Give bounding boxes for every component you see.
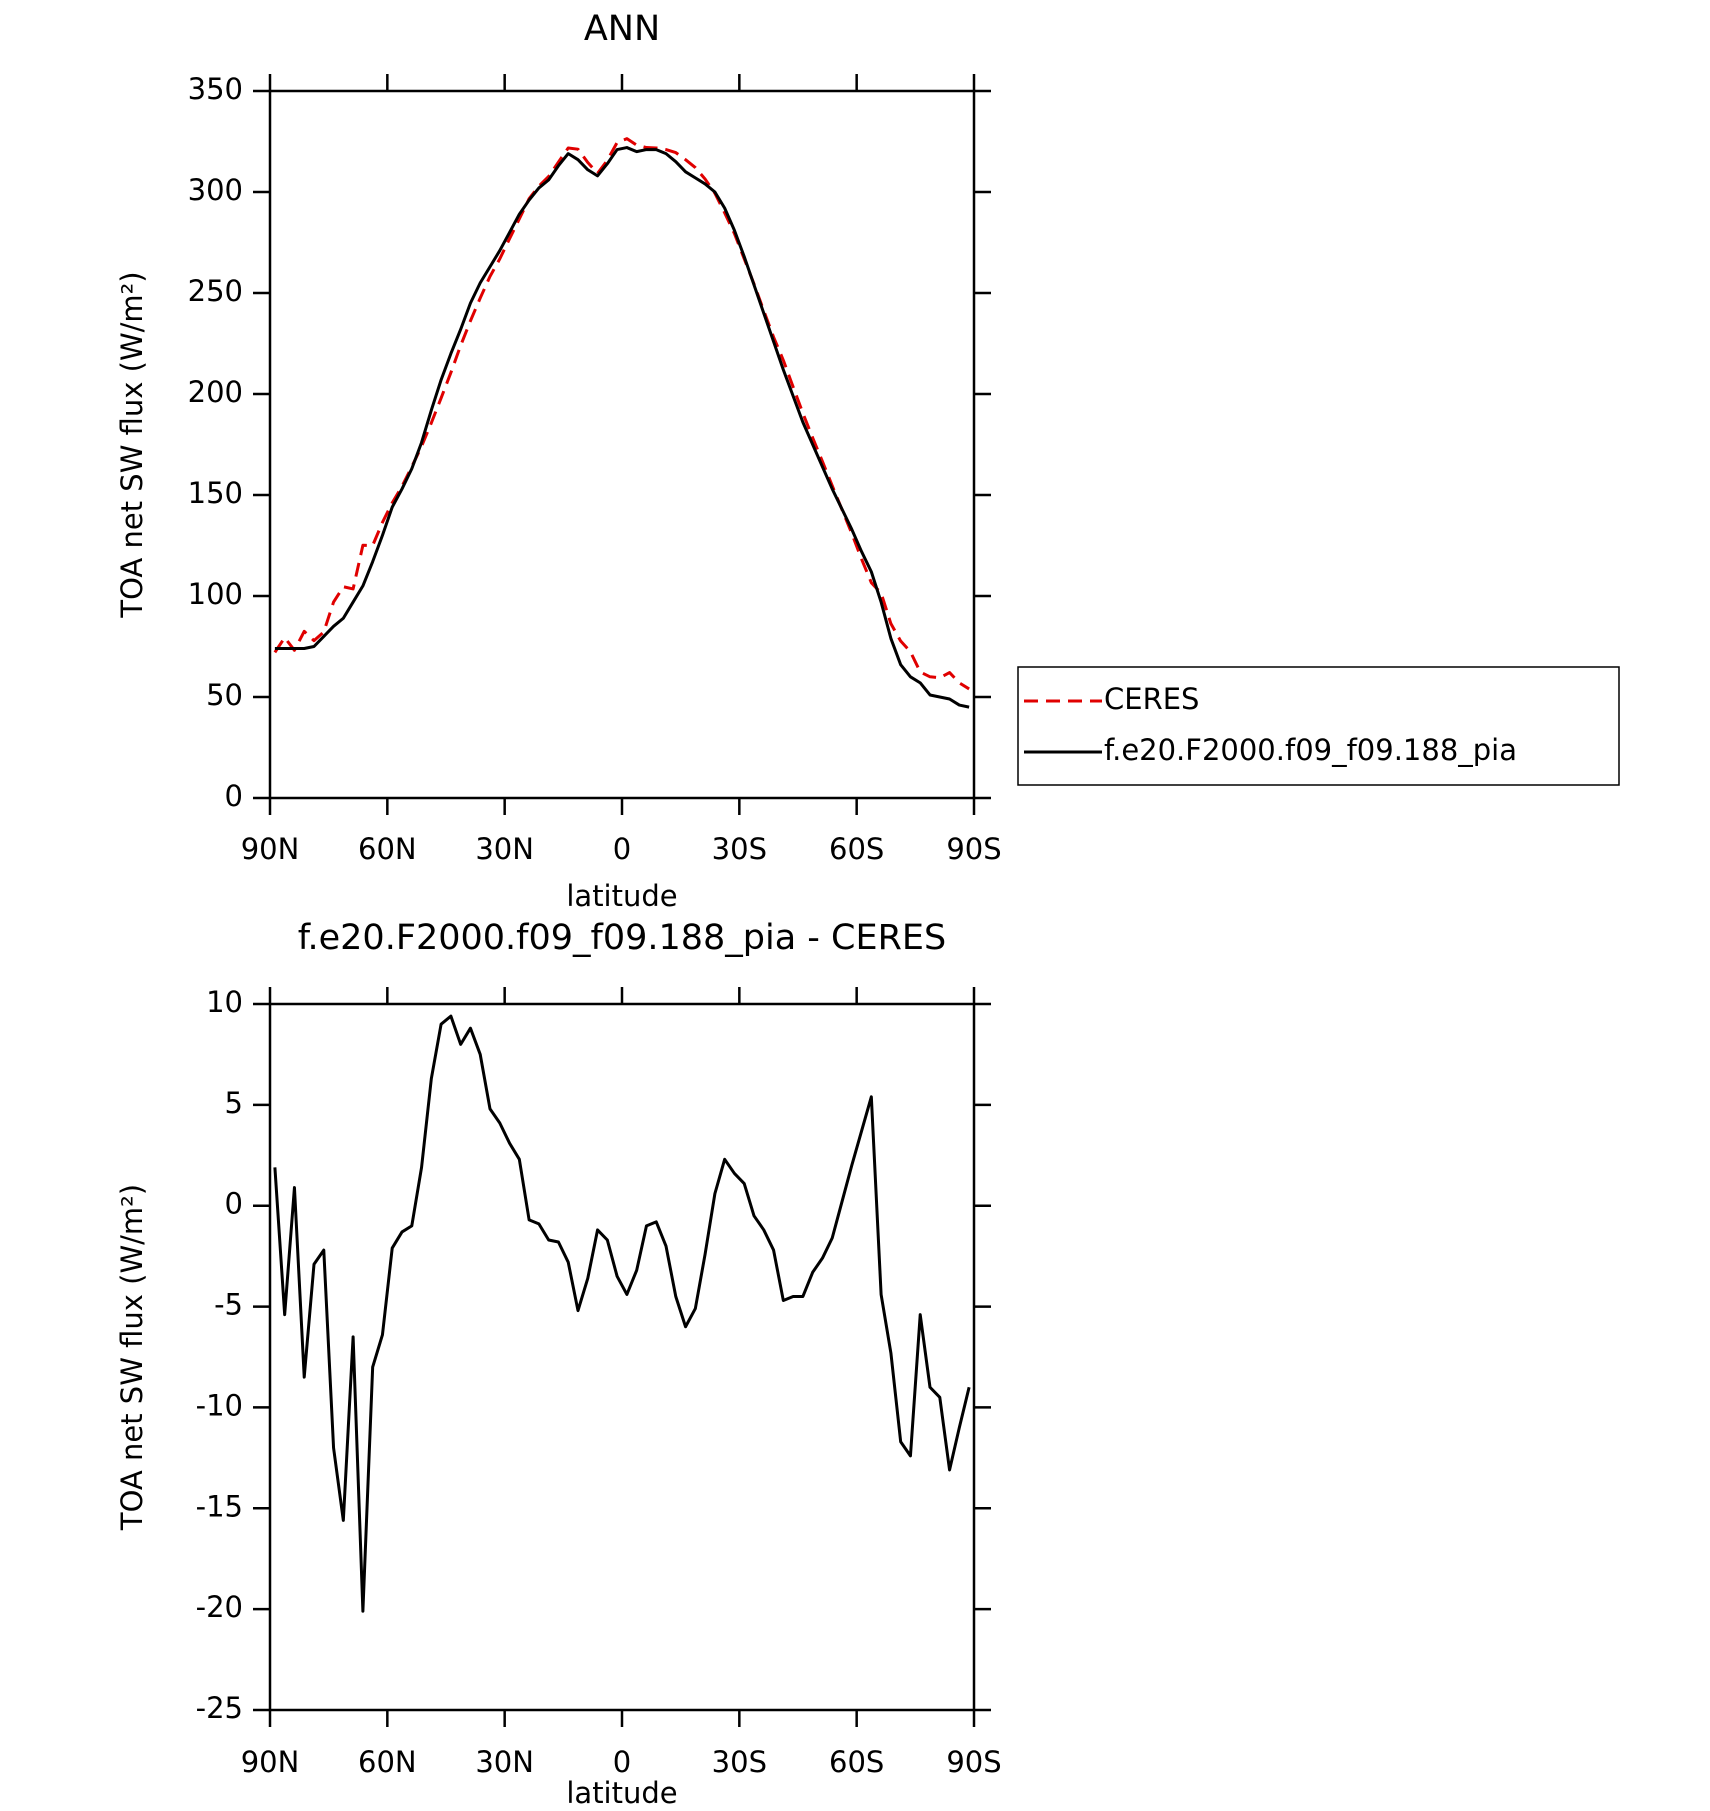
y-tick-label: 200 <box>188 375 243 409</box>
legend-label: CERES <box>1104 682 1199 716</box>
x-tick-label: 60N <box>358 832 417 866</box>
x-tick-label: 90S <box>946 1745 1001 1779</box>
x-tick-label: 60S <box>829 832 884 866</box>
legend-label: f.e20.F2000.f09_f09.188_pia <box>1104 733 1517 767</box>
y-tick-label: -25 <box>196 1691 243 1725</box>
x-tick-label: 90N <box>241 832 300 866</box>
y-tick-label: -15 <box>196 1489 243 1523</box>
y-tick-label: 5 <box>225 1086 243 1120</box>
chart-title: ANN <box>584 9 660 49</box>
y-tick-label: 50 <box>206 678 243 712</box>
x-tick-label: 60S <box>829 1745 884 1779</box>
y-axis-label: TOA net SW flux (W/m²) <box>115 271 149 618</box>
legend-box <box>1017 666 1620 786</box>
x-tick-label: 60N <box>358 1745 417 1779</box>
y-tick-label: 250 <box>188 274 243 308</box>
x-tick-label: 30N <box>475 1745 534 1779</box>
y-tick-label: -20 <box>196 1590 243 1624</box>
x-tick-label: 30S <box>712 832 767 866</box>
x-tick-label: 30N <box>475 832 534 866</box>
chart-title: f.e20.F2000.f09_f09.188_pia - CERES <box>298 918 947 958</box>
x-tick-label: 90S <box>946 832 1001 866</box>
x-tick-label: 0 <box>613 1745 631 1779</box>
x-tick-label: 30S <box>712 1745 767 1779</box>
x-axis-label: latitude <box>566 879 677 913</box>
x-axis-label: latitude <box>566 1776 677 1810</box>
y-tick-label: -5 <box>214 1288 243 1322</box>
y-tick-label: 100 <box>188 577 243 611</box>
y-tick-label: 0 <box>225 1187 243 1221</box>
data-line <box>273 137 970 691</box>
y-tick-label: 300 <box>188 173 243 207</box>
x-tick-label: 0 <box>613 832 631 866</box>
data-line <box>274 146 970 709</box>
y-tick-label: 10 <box>206 985 243 1019</box>
y-tick-label: 150 <box>188 476 243 510</box>
y-axis-label: TOA net SW flux (W/m²) <box>115 1184 149 1531</box>
y-tick-label: 0 <box>225 779 243 813</box>
y-tick-label: -10 <box>196 1388 243 1422</box>
data-line <box>273 1014 971 1613</box>
plot-frame <box>268 89 976 800</box>
x-tick-label: 90N <box>241 1745 300 1779</box>
y-tick-label: 350 <box>188 72 243 106</box>
legend: CERES f.e20.F2000.f09_f09.188_pia <box>1017 666 1620 786</box>
